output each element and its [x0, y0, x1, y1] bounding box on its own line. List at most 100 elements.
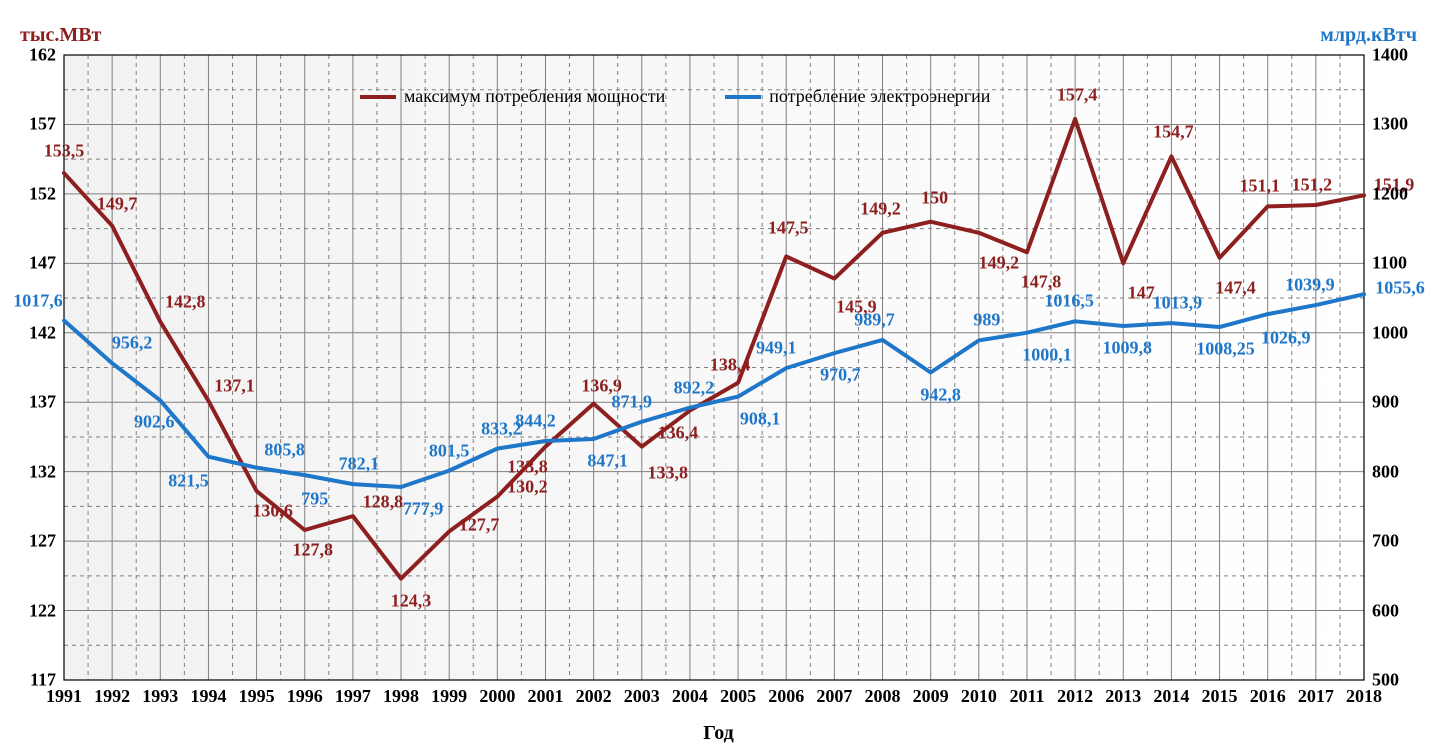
legend-swatch [725, 95, 761, 99]
data-label-energy: 821,5 [168, 470, 209, 491]
tick-label: 2002 [576, 686, 612, 707]
tick-label: 2015 [1202, 686, 1238, 707]
legend-label: максимум потребления мощности [404, 86, 665, 107]
data-label-energy: 844,2 [515, 410, 556, 431]
data-label-power_max: 150 [921, 187, 948, 208]
data-label-power_max: 149,2 [860, 198, 901, 219]
data-label-power_max: 133,8 [507, 456, 548, 477]
tick-label: 1998 [383, 686, 419, 707]
tick-label: 1997 [335, 686, 371, 707]
tick-label: 152 [29, 183, 56, 204]
data-label-power_max: 149,7 [97, 193, 138, 214]
data-label-power_max: 151,2 [1292, 175, 1333, 196]
tick-label: 2009 [913, 686, 949, 707]
data-label-energy: 795 [301, 489, 328, 510]
data-label-energy: 1039,9 [1285, 275, 1335, 296]
data-label-power_max: 137,1 [214, 375, 255, 396]
data-label-power_max: 147,8 [1021, 272, 1062, 293]
data-label-power_max: 138,4 [710, 354, 751, 375]
tick-label: 2005 [720, 686, 756, 707]
data-label-power_max: 142,8 [165, 291, 206, 312]
data-label-energy: 1008,25 [1196, 339, 1255, 360]
data-label-power_max: 149,2 [979, 252, 1020, 273]
legend-swatch [360, 95, 396, 99]
tick-label: 1992 [94, 686, 130, 707]
tick-label: 2010 [961, 686, 997, 707]
data-label-power_max: 124,3 [391, 590, 432, 611]
data-label-power_max: 154,7 [1153, 122, 1194, 143]
tick-label: 800 [1372, 461, 1399, 482]
data-label-power_max: 133,8 [648, 462, 689, 483]
data-label-power_max: 130,6 [252, 501, 293, 522]
tick-label: 2004 [672, 686, 708, 707]
tick-label: 1999 [431, 686, 467, 707]
data-label-energy: 989 [973, 310, 1000, 331]
legend: максимум потребления мощности потребление… [360, 86, 990, 107]
tick-label: 147 [29, 253, 56, 274]
tick-label: 1996 [287, 686, 323, 707]
tick-label: 1400 [1372, 45, 1408, 66]
data-label-energy: 989,7 [854, 309, 895, 330]
tick-label: 1993 [142, 686, 178, 707]
data-label-power_max: 147,4 [1215, 277, 1256, 298]
data-label-power_max: 127,7 [459, 515, 500, 536]
data-label-energy: 902,6 [134, 412, 175, 433]
data-label-energy: 970,7 [820, 365, 861, 386]
tick-label: 700 [1372, 531, 1399, 552]
data-label-energy: 805,8 [264, 439, 305, 460]
tick-label: 1995 [239, 686, 275, 707]
data-label-energy: 847,1 [587, 450, 628, 471]
legend-label: потребление электроэнергии [769, 86, 990, 107]
legend-item: потребление электроэнергии [725, 86, 990, 107]
data-label-energy: 1026,9 [1261, 328, 1311, 349]
tick-label: 2011 [1009, 686, 1044, 707]
data-label-power_max: 136,4 [658, 422, 699, 443]
data-label-energy: 908,1 [740, 408, 781, 429]
data-label-power_max: 147 [1128, 283, 1155, 304]
tick-label: 122 [29, 600, 56, 621]
tick-label: 1991 [46, 686, 82, 707]
tick-label: 2003 [624, 686, 660, 707]
tick-label: 2017 [1298, 686, 1334, 707]
tick-label: 1000 [1372, 322, 1408, 343]
data-label-energy: 782,1 [339, 454, 380, 475]
tick-label: 157 [29, 114, 56, 135]
tick-label: 2001 [527, 686, 563, 707]
tick-label: 2000 [479, 686, 515, 707]
tick-label: 2014 [1153, 686, 1189, 707]
data-label-power_max: 147,5 [768, 218, 809, 239]
data-label-power_max: 127,8 [292, 540, 333, 561]
data-label-energy: 1016,5 [1044, 291, 1094, 312]
tick-label: 127 [29, 531, 56, 552]
data-label-energy: 1013,9 [1153, 293, 1203, 314]
dual-axis-line-chart: тыс.МВт млрд.кВтч Год максимум потреблен… [0, 0, 1437, 753]
data-label-power_max: 157,4 [1057, 84, 1098, 105]
data-label-energy: 949,1 [756, 338, 797, 359]
data-label-energy: 1017,6 [13, 290, 63, 311]
data-label-power_max: 130,2 [507, 476, 548, 497]
tick-label: 2012 [1057, 686, 1093, 707]
data-label-energy: 892,2 [674, 377, 715, 398]
tick-label: 1994 [190, 686, 226, 707]
tick-label: 2006 [768, 686, 804, 707]
tick-label: 600 [1372, 600, 1399, 621]
data-label-energy: 942,8 [920, 384, 961, 405]
tick-label: 1300 [1372, 114, 1408, 135]
tick-label: 162 [29, 45, 56, 66]
tick-label: 2013 [1105, 686, 1141, 707]
tick-label: 132 [29, 461, 56, 482]
data-label-energy: 777,9 [403, 499, 444, 520]
tick-label: 1200 [1372, 183, 1408, 204]
data-label-energy: 1000,1 [1022, 344, 1072, 365]
data-label-energy: 1009,8 [1103, 337, 1153, 358]
data-label-energy: 956,2 [112, 333, 153, 354]
data-label-energy: 801,5 [429, 440, 470, 461]
tick-label: 2018 [1346, 686, 1382, 707]
legend-item: максимум потребления мощности [360, 86, 665, 107]
x-axis-title: Год [0, 722, 1437, 745]
tick-label: 142 [29, 322, 56, 343]
tick-label: 900 [1372, 392, 1399, 413]
data-label-energy: 871,9 [612, 391, 653, 412]
tick-label: 2016 [1250, 686, 1286, 707]
data-label-power_max: 128,8 [363, 492, 404, 513]
